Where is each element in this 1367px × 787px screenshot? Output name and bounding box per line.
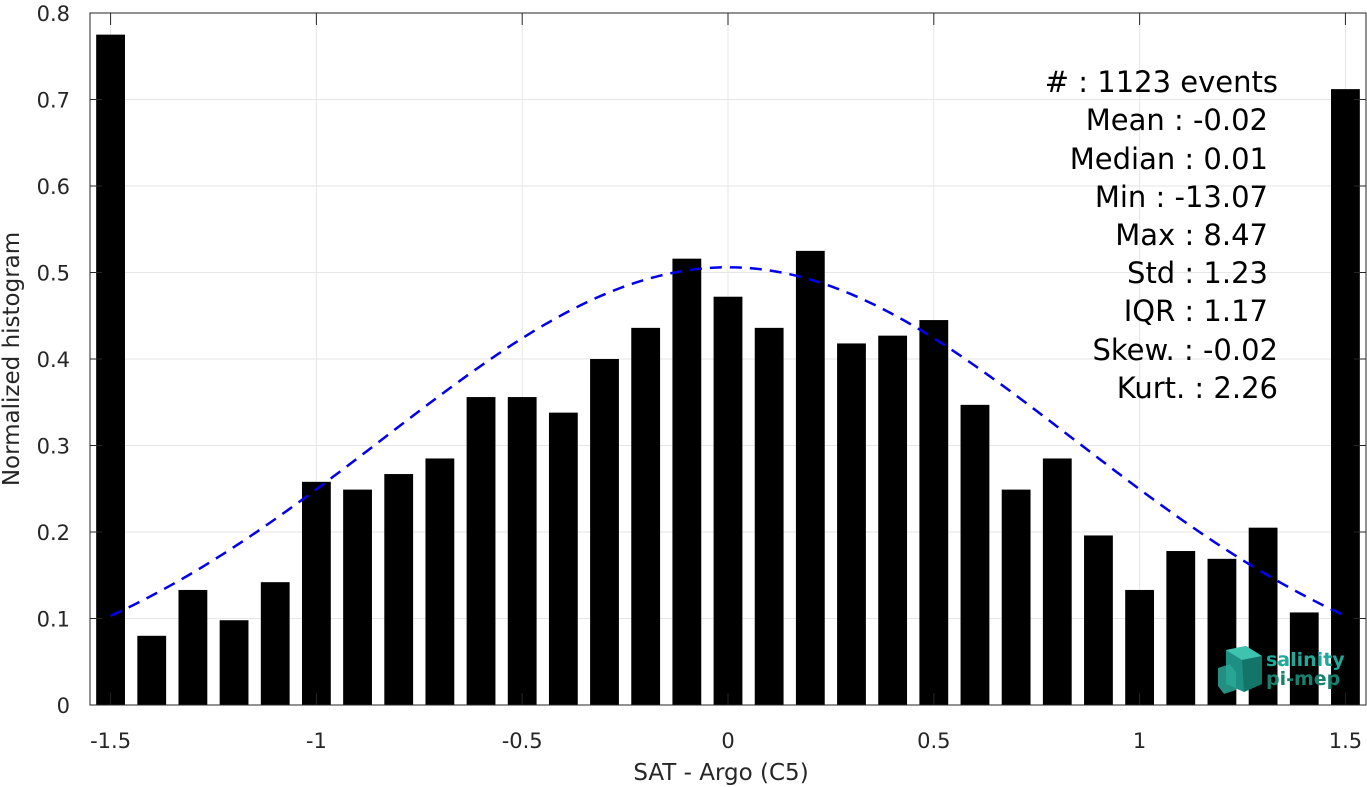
x-tick-label: -1.5 [90, 729, 131, 753]
histogram-bar [466, 397, 496, 705]
x-tick-label: -0.5 [502, 729, 543, 753]
histogram-bar [1001, 489, 1031, 705]
histogram-bar [219, 620, 249, 705]
y-tick-label: 0 [57, 694, 70, 718]
y-tick-label: 0.3 [37, 435, 70, 459]
y-tick-label: 0.1 [37, 608, 70, 632]
y-tick-label: 0.5 [37, 262, 70, 286]
histogram-bar [425, 458, 455, 705]
histogram-bar [178, 589, 208, 705]
histogram-bar [260, 582, 290, 705]
grid [90, 12, 1366, 706]
histogram-bar [343, 489, 372, 705]
x-tick-label: 1.5 [1329, 729, 1362, 753]
histogram-bar [878, 335, 908, 705]
histogram-bar [754, 327, 784, 705]
y-tick-labels: 0 0.1 0.2 0.3 0.4 0.5 0.6 0.7 0.8 [37, 2, 70, 718]
x-tick-label: 0.5 [917, 729, 950, 753]
histogram-bar [384, 474, 414, 705]
histogram-bar [1084, 535, 1113, 705]
stat-min: Min : -13.07 [1095, 180, 1268, 214]
histogram-bar [919, 320, 949, 705]
stat-max: Max : 8.47 [1115, 218, 1268, 252]
stat-iqr: IQR : 1.17 [1124, 294, 1268, 328]
histogram-bar [1166, 551, 1196, 705]
stat-skewness: Skew. : -0.02 [1092, 333, 1278, 367]
x-tick-labels: -1.5 -1 -0.5 0 0.5 1 1.5 [90, 729, 1362, 753]
y-axis-label: Normalized histogram [0, 232, 25, 486]
y-tick-label: 0.6 [37, 175, 70, 199]
stat-kurtosis: Kurt. : 2.26 [1117, 371, 1278, 405]
stat-events: # : 1123 events [1045, 65, 1278, 99]
x-tick-label: 0 [721, 729, 734, 753]
logo-cube-icon [1218, 646, 1262, 694]
normal-fit-curve [110, 266, 1346, 618]
logo-line-2: pi-mep [1266, 668, 1340, 690]
x-tick-label: 1 [1133, 729, 1146, 753]
x-axis-label: SAT - Argo (C5) [633, 760, 808, 786]
histogram-bar [1289, 612, 1319, 705]
histogram-bar [548, 412, 578, 705]
axis-ticks [90, 12, 1366, 706]
histogram-bar [96, 34, 125, 705]
salinity-pimep-logo: salinity pi-mep [1218, 646, 1345, 694]
statistics-annotation: # : 1123 events Mean : -0.02 Median : 0.… [1045, 65, 1278, 405]
histogram-bar [1331, 89, 1360, 706]
y-tick-label: 0.4 [37, 348, 70, 372]
histogram-bar [713, 296, 743, 705]
y-tick-label: 0.8 [37, 2, 70, 26]
stat-std: Std : 1.23 [1127, 256, 1268, 290]
histogram-bar [590, 359, 619, 705]
histogram-bar [672, 258, 702, 705]
logo-line-1: salinity [1266, 649, 1345, 671]
histogram-bar [960, 404, 990, 705]
histogram-bar [631, 327, 661, 705]
histogram-bars [96, 34, 1360, 706]
histogram-bar [1125, 589, 1155, 705]
histogram-bar [137, 635, 167, 705]
x-tick-label: -1 [306, 729, 327, 753]
stat-mean: Mean : -0.02 [1086, 103, 1268, 137]
histogram-bar [837, 343, 866, 705]
histogram-bar [1042, 458, 1072, 705]
histogram-bar [507, 397, 537, 705]
stat-median: Median : 0.01 [1070, 142, 1268, 176]
y-tick-label: 0.7 [37, 89, 70, 113]
histogram-bar [301, 481, 331, 705]
histogram-bar [795, 250, 825, 705]
y-tick-label: 0.2 [37, 521, 70, 545]
